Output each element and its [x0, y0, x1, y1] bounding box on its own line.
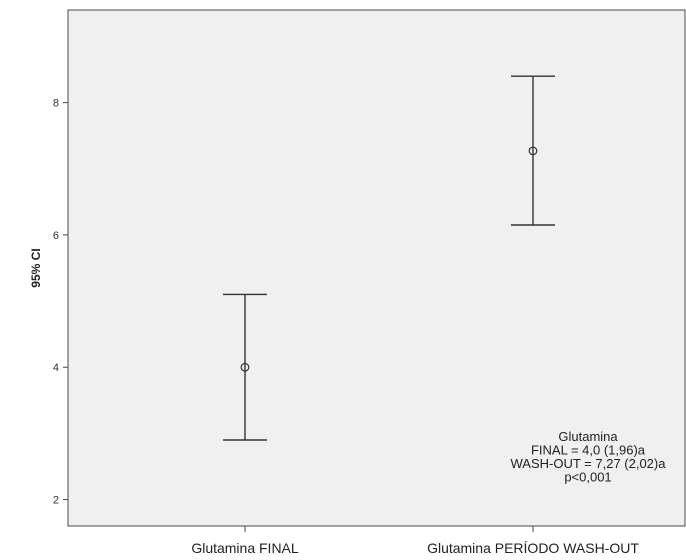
annotation-line: FINAL = 4,0 (1,96)a [531, 443, 646, 458]
annotation-line: WASH-OUT = 7,27 (2,02)a [511, 456, 667, 471]
error-bar [223, 293, 267, 441]
y-tick-label: 8 [53, 98, 59, 110]
y-axis: 2 4 6 8 [53, 98, 68, 507]
annotation-line: p<0,001 [564, 470, 611, 485]
x-category-label: Glutamina PERÍODO WASH-OUT [427, 540, 639, 556]
y-tick-label: 2 [53, 495, 59, 507]
y-axis-label: 95% CI [29, 248, 43, 287]
y-tick-label: 6 [53, 230, 59, 242]
plot-area [67, 9, 686, 527]
error-bars [223, 75, 555, 441]
annotation-line: Glutamina [558, 429, 618, 444]
mean-point [528, 146, 538, 156]
error-bar [511, 75, 555, 226]
x-axis: Glutamina FINAL Glutamina PERÍODO WASH-OU… [191, 526, 639, 556]
y-tick-label: 4 [53, 362, 59, 374]
mean-point [240, 362, 250, 372]
x-category-label: Glutamina FINAL [191, 540, 299, 556]
